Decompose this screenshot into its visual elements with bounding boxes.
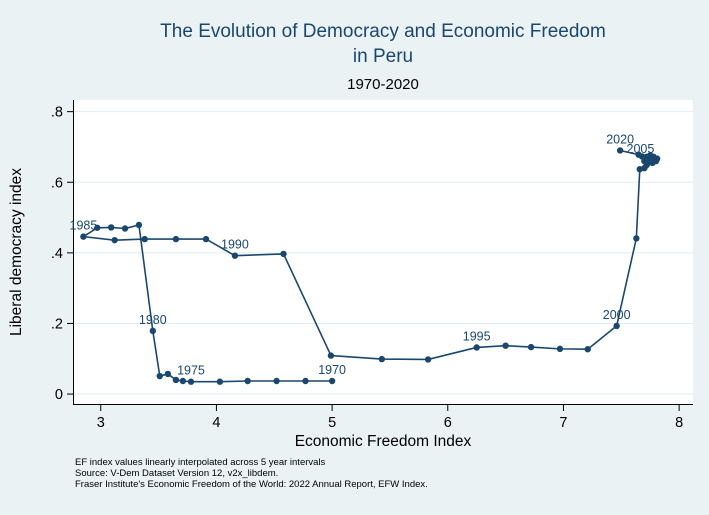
x-axis-title: Economic Freedom Index bbox=[294, 433, 472, 450]
data-point bbox=[94, 224, 101, 231]
data-point bbox=[302, 377, 309, 385]
data-point bbox=[378, 355, 386, 363]
data-point bbox=[172, 376, 180, 384]
data-point bbox=[149, 327, 157, 335]
chart-title-line2: in Peru bbox=[352, 46, 414, 67]
scatter-line-chart: 0 .2 .4 .6 .8 3 4 5 6 7 8 1970 1975 1980 1985 1990 1995 2… bbox=[51, 100, 693, 431]
data-point bbox=[527, 343, 535, 351]
y-tick-label: .6 bbox=[51, 175, 63, 191]
y-tick-label: .2 bbox=[51, 316, 63, 332]
footnotes: EF index values linearly interpolated ac… bbox=[75, 457, 428, 490]
data-point bbox=[635, 151, 642, 158]
chart-titles: The Evolution of Democracy and Economic … bbox=[73, 19, 693, 93]
footnote-line-2: Source: V-Dem Dataset Version 12, v2x_li… bbox=[75, 468, 279, 479]
data-point bbox=[584, 346, 591, 353]
year-label: 2020 bbox=[606, 132, 634, 146]
year-label: 1985 bbox=[70, 219, 98, 233]
x-tick-label: 6 bbox=[444, 415, 452, 431]
data-point bbox=[280, 250, 287, 258]
x-tick-label: 3 bbox=[97, 415, 105, 431]
year-label: 1990 bbox=[221, 238, 249, 252]
data-point bbox=[473, 344, 480, 351]
year-label: 1980 bbox=[139, 313, 167, 327]
data-point bbox=[244, 377, 251, 385]
data-point bbox=[164, 370, 172, 378]
footnote-line-1: EF index values linearly interpolated ac… bbox=[75, 457, 326, 468]
data-point bbox=[187, 378, 195, 385]
data-point bbox=[202, 235, 210, 243]
data-point bbox=[327, 352, 335, 359]
footnote-line-3: Fraser Institute's Economic Freedom of t… bbox=[75, 479, 428, 490]
chart-title-line1: The Evolution of Democracy and Economic … bbox=[160, 21, 606, 42]
x-tick-label: 7 bbox=[559, 415, 567, 431]
data-point bbox=[328, 377, 336, 385]
y-axis-title: Liberal democracy index bbox=[8, 167, 25, 337]
data-point bbox=[424, 356, 432, 363]
y-tick-label: 0 bbox=[55, 387, 63, 403]
data-point bbox=[273, 377, 280, 385]
y-tick-label: .4 bbox=[51, 246, 63, 262]
x-tick-label: 4 bbox=[212, 415, 220, 431]
data-point bbox=[172, 235, 180, 243]
plot-area: 0 .2 .4 .6 .8 3 4 5 6 7 8 1970 1975 1980 1985 1990 1995 2… bbox=[51, 100, 693, 431]
data-point bbox=[616, 147, 624, 154]
data-point bbox=[179, 377, 187, 385]
data-point bbox=[216, 378, 224, 385]
data-point bbox=[633, 235, 640, 242]
data-point bbox=[121, 225, 129, 232]
year-label: 2000 bbox=[603, 308, 631, 322]
data-point bbox=[502, 342, 509, 349]
year-label: 1970 bbox=[318, 363, 346, 377]
data-point bbox=[111, 236, 118, 244]
data-point bbox=[556, 345, 564, 353]
x-tick-label: 8 bbox=[675, 415, 683, 431]
chart-subtitle: 1970-2020 bbox=[347, 76, 419, 93]
x-tick-label: 5 bbox=[328, 415, 336, 431]
data-point bbox=[613, 322, 620, 330]
year-label: 1975 bbox=[177, 364, 205, 378]
data-point bbox=[107, 224, 115, 231]
year-label: 2005 bbox=[627, 142, 655, 156]
series-line bbox=[82, 149, 658, 383]
data-point bbox=[135, 221, 143, 229]
data-point bbox=[156, 372, 163, 380]
data-point bbox=[80, 233, 87, 240]
year-label: 1995 bbox=[463, 329, 491, 343]
data-point bbox=[231, 252, 239, 259]
y-tick-label: .8 bbox=[51, 105, 63, 121]
data-point bbox=[141, 235, 148, 243]
